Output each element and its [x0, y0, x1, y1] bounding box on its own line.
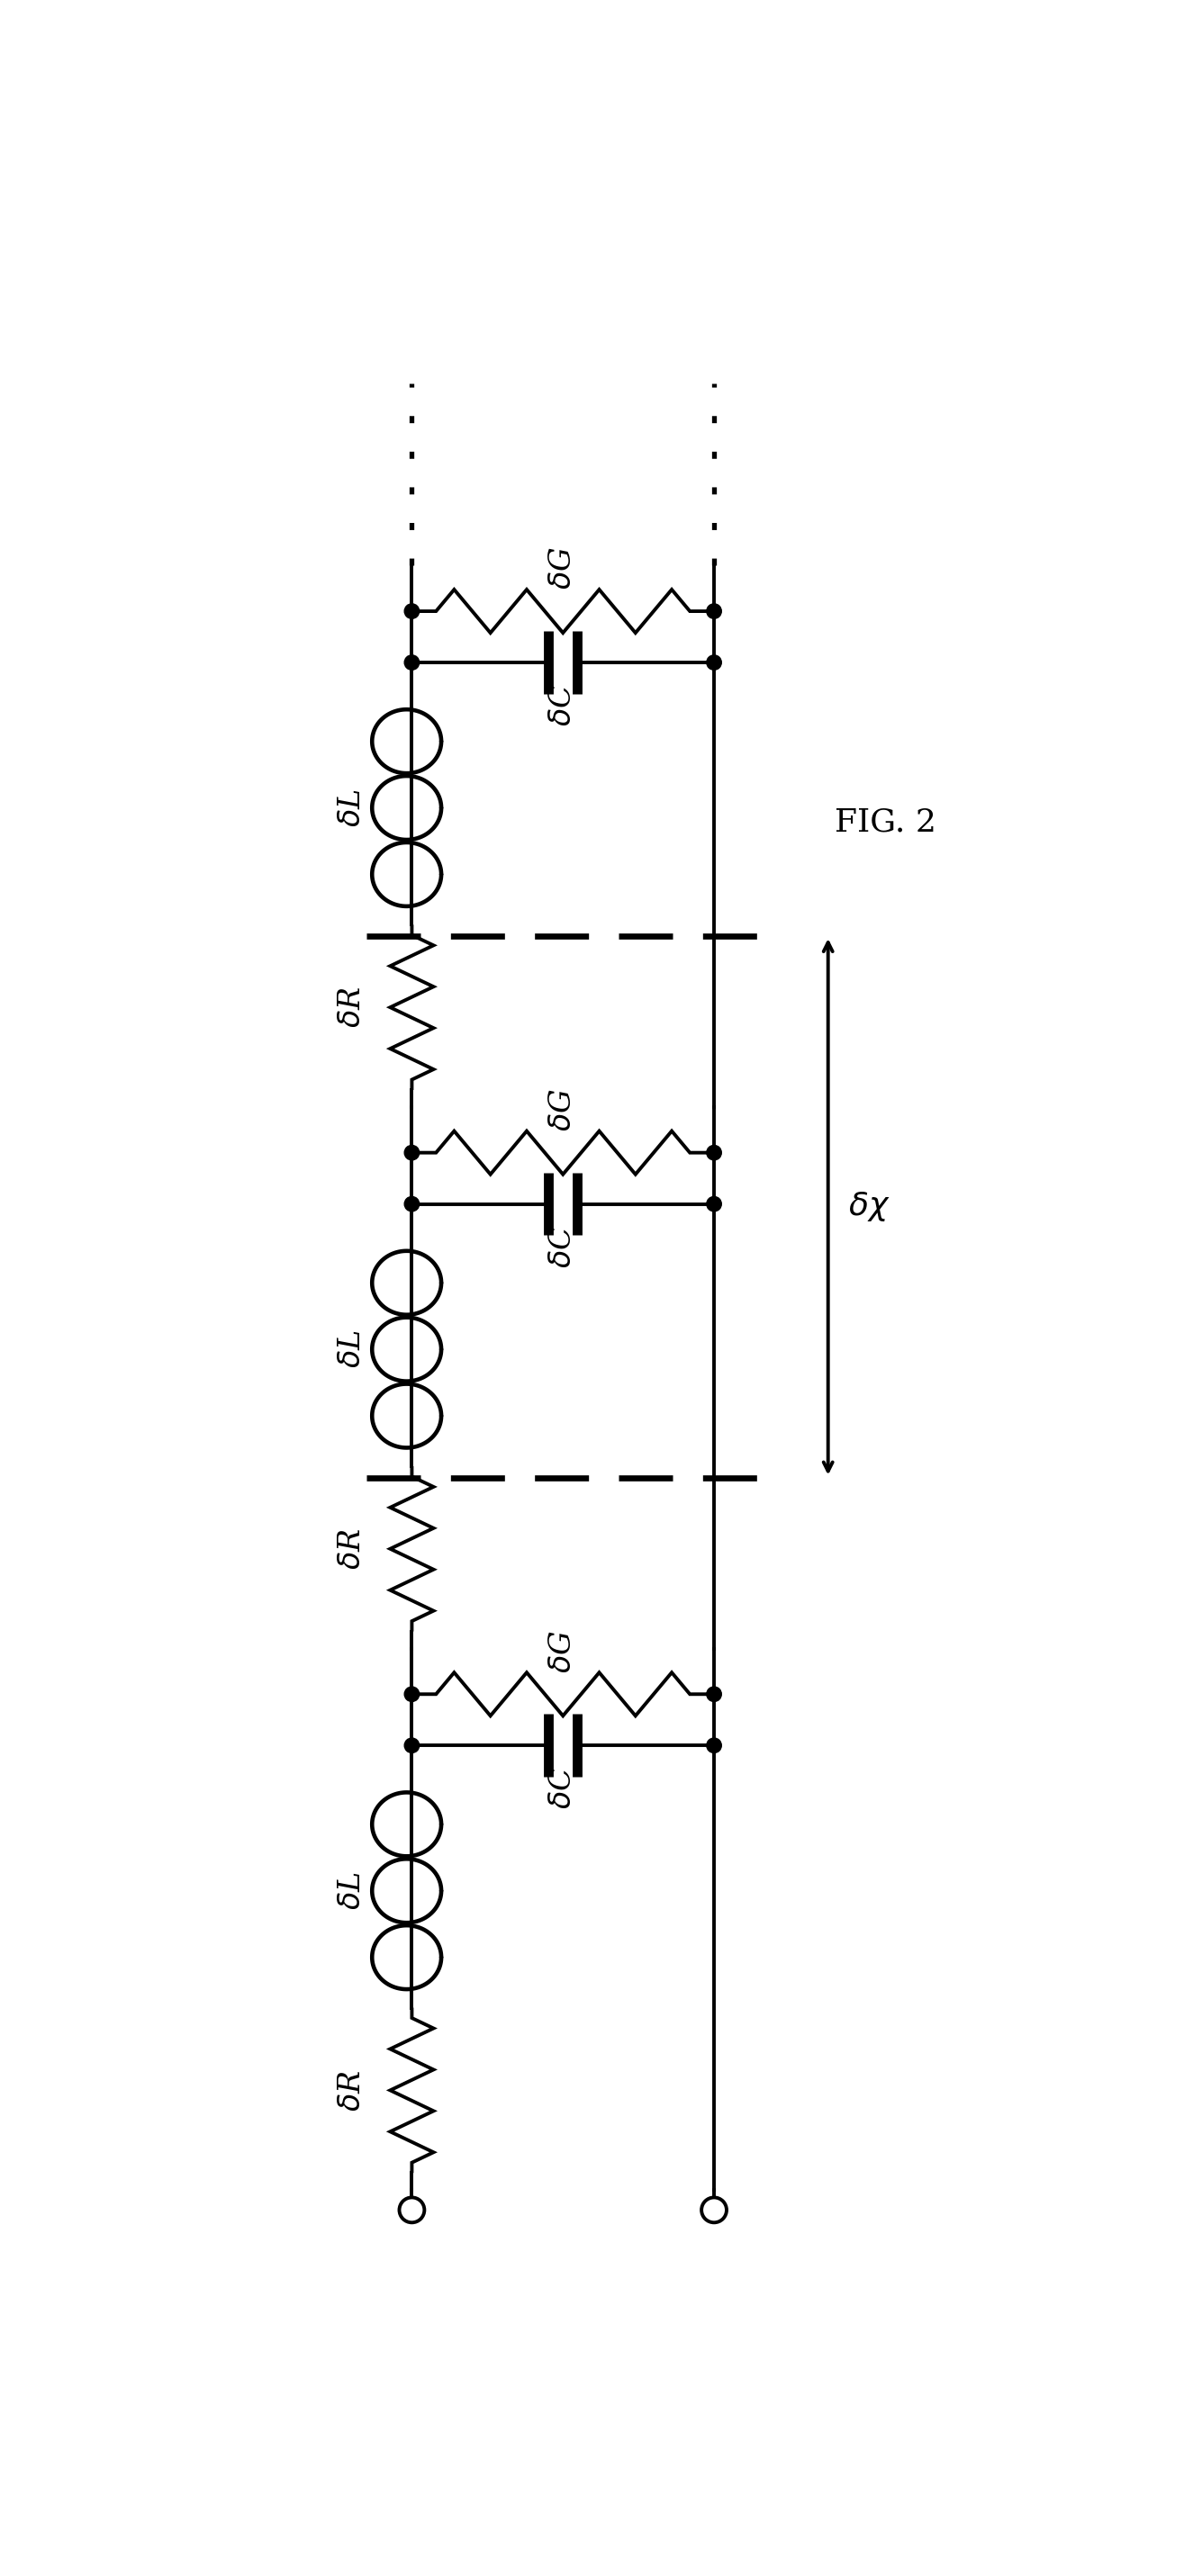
Circle shape [404, 1687, 419, 1703]
Circle shape [706, 1198, 722, 1211]
Circle shape [706, 1687, 722, 1703]
Text: $\delta\chi$: $\delta\chi$ [848, 1190, 890, 1224]
Text: $\delta$G: $\delta$G [549, 1090, 577, 1131]
Text: FIG. 2: FIG. 2 [834, 806, 937, 837]
Circle shape [706, 1146, 722, 1159]
Text: $\delta$L: $\delta$L [338, 1873, 366, 1909]
Text: $\delta$G: $\delta$G [549, 546, 577, 590]
Text: $\delta$C: $\delta$C [549, 1767, 577, 1808]
Text: $\delta$C: $\delta$C [549, 685, 577, 726]
Circle shape [404, 1198, 419, 1211]
Circle shape [706, 603, 722, 618]
Text: $\delta$G: $\delta$G [549, 1631, 577, 1672]
Circle shape [404, 1739, 419, 1752]
Text: $\delta$R: $\delta$R [338, 1528, 366, 1569]
Circle shape [404, 654, 419, 670]
Text: $\delta$R: $\delta$R [338, 987, 366, 1028]
Text: $\delta$R: $\delta$R [338, 2069, 366, 2112]
Text: $\delta$L: $\delta$L [338, 788, 366, 827]
Circle shape [706, 1739, 722, 1752]
Text: $\delta$C: $\delta$C [549, 1226, 577, 1267]
Text: $\delta$L: $\delta$L [338, 1329, 366, 1368]
Circle shape [404, 603, 419, 618]
Circle shape [706, 654, 722, 670]
Circle shape [404, 1146, 419, 1159]
